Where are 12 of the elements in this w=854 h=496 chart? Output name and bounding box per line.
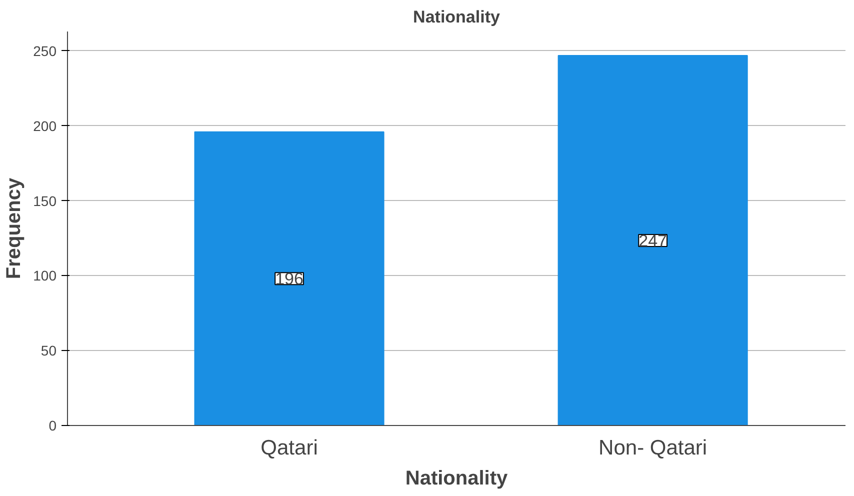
- x-tick-label: Qatari: [260, 436, 318, 460]
- y-tick-label: 50: [40, 342, 57, 359]
- y-tick-label: 0: [48, 418, 57, 434]
- x-axis-title: Nationality: [405, 468, 508, 490]
- y-tick-label: 100: [33, 268, 57, 284]
- y-tick-label: 250: [33, 42, 57, 59]
- y-tick-label: 150: [33, 192, 57, 209]
- data-label: 247: [638, 231, 668, 250]
- x-tick-label: Non- Qatari: [598, 436, 708, 460]
- y-axis-title: Frequency: [3, 177, 26, 280]
- y-tick-label: 200: [33, 118, 57, 134]
- chart-title: Nationality: [413, 8, 500, 26]
